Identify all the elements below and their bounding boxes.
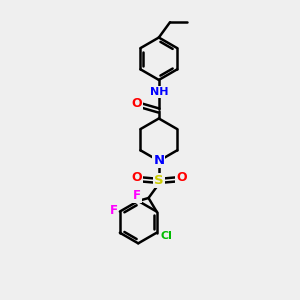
Text: NH: NH [150,87,168,97]
Text: N: N [153,154,164,167]
Text: O: O [176,172,187,184]
Text: F: F [133,189,141,202]
Text: O: O [131,172,142,184]
Text: Cl: Cl [160,231,172,241]
Text: O: O [132,97,142,110]
Text: F: F [110,204,117,217]
Text: S: S [154,174,164,188]
